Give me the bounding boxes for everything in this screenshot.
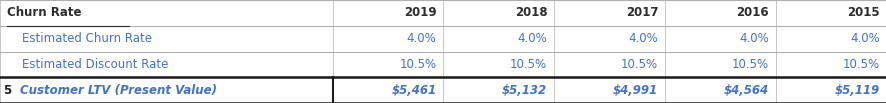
Text: 4.0%: 4.0% [627,32,657,45]
Text: $5,132: $5,132 [501,84,547,97]
Text: 2015: 2015 [846,6,879,19]
Text: 10.5%: 10.5% [509,58,547,71]
Text: 4.0%: 4.0% [849,32,879,45]
Text: 4.0%: 4.0% [406,32,436,45]
Text: $4,564: $4,564 [723,84,768,97]
Text: Churn Rate: Churn Rate [7,6,82,19]
Text: 4.0%: 4.0% [517,32,547,45]
Text: Customer LTV (Present Value): Customer LTV (Present Value) [19,84,216,97]
Text: 5: 5 [3,84,11,97]
Text: $5,119: $5,119 [834,84,879,97]
Text: 4.0%: 4.0% [738,32,768,45]
Text: 2018: 2018 [514,6,547,19]
Text: Estimated Churn Rate: Estimated Churn Rate [22,32,152,45]
Text: 10.5%: 10.5% [399,58,436,71]
Text: 10.5%: 10.5% [731,58,768,71]
Text: 2019: 2019 [403,6,436,19]
Text: $5,461: $5,461 [391,84,436,97]
Text: 10.5%: 10.5% [620,58,657,71]
Text: Estimated Discount Rate: Estimated Discount Rate [22,58,168,71]
Text: 2017: 2017 [625,6,657,19]
Text: $4,991: $4,991 [612,84,657,97]
Text: 2016: 2016 [735,6,768,19]
Text: 10.5%: 10.5% [842,58,879,71]
